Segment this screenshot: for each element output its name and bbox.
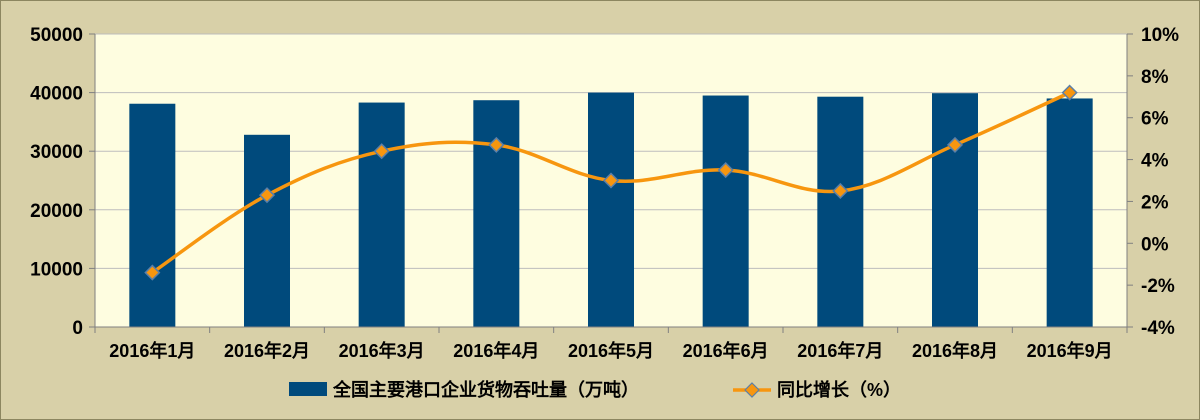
x-tick-label: 2016年2月	[224, 340, 310, 361]
line-marker	[946, 136, 964, 153]
y-right-tick-label: 6%	[1141, 109, 1169, 130]
y-left-tick-label: 10000	[30, 259, 83, 280]
line-marker	[488, 136, 505, 153]
bar	[244, 134, 290, 327]
bar-series	[129, 92, 1093, 328]
y-right-ticks: -4% -2% 0% 2% 4% 6% 8% 10%	[1141, 25, 1179, 339]
line-marker	[602, 172, 620, 189]
x-tick-label: 2016年9月	[1027, 340, 1113, 361]
bar	[588, 92, 634, 327]
bar	[817, 96, 864, 328]
bar	[932, 93, 978, 327]
line-marker	[832, 182, 849, 200]
bar	[473, 100, 520, 327]
x-tick-label: 2016年8月	[912, 340, 998, 361]
line-marker	[717, 161, 734, 179]
line-marker	[1061, 84, 1078, 101]
y-right-tick-label: -4%	[1141, 318, 1175, 339]
y-right-tick-label: 4%	[1141, 151, 1169, 172]
x-tick-label: 2016年5月	[568, 340, 654, 361]
y-left-tick-label: 40000	[30, 84, 83, 105]
y-left-ticks: 0 10000 20000 30000 40000 50000	[30, 25, 83, 339]
y-right-tick-label: 0%	[1141, 234, 1169, 255]
legend-label-line: 同比增长（%）	[777, 379, 901, 400]
line-marker	[258, 187, 276, 204]
x-tick-label: 2016年4月	[453, 340, 539, 361]
y-left-tick-label: 20000	[30, 201, 83, 222]
y-right-tick-label: -2%	[1141, 276, 1175, 297]
y-left-tick-label: 50000	[30, 25, 83, 46]
axes	[89, 33, 1133, 333]
x-tick-label: 2016年3月	[339, 340, 425, 361]
y-right-tick-label: 10%	[1141, 25, 1179, 46]
legend: 全国主要港口企业货物吞吐量（万吨） 同比增长（%）	[289, 379, 901, 400]
x-tick-label: 2016年7月	[797, 340, 883, 361]
y-right-tick-label: 2%	[1141, 192, 1169, 213]
line-markers	[144, 84, 1078, 281]
y-left-tick-label: 30000	[30, 142, 83, 163]
bar	[129, 103, 176, 327]
legend-swatch-marker	[744, 382, 760, 398]
x-tick-label: 2016年6月	[683, 340, 769, 361]
legend-swatch-bar	[289, 382, 327, 396]
x-tick-label: 2016年1月	[109, 340, 195, 361]
bar	[702, 95, 749, 327]
line-marker	[144, 264, 161, 281]
bar	[358, 102, 405, 327]
x-ticks: 2016年1月 2016年2月 2016年3月 2016年4月 2016年5月 2016年…	[109, 340, 1112, 361]
y-left-tick-label: 0	[72, 318, 83, 339]
legend-label-bar: 全国主要港口企业货物吞吐量（万吨）	[332, 379, 639, 400]
line-marker	[373, 143, 390, 160]
y-right-tick-label: 8%	[1141, 67, 1169, 88]
bar	[1046, 98, 1093, 328]
